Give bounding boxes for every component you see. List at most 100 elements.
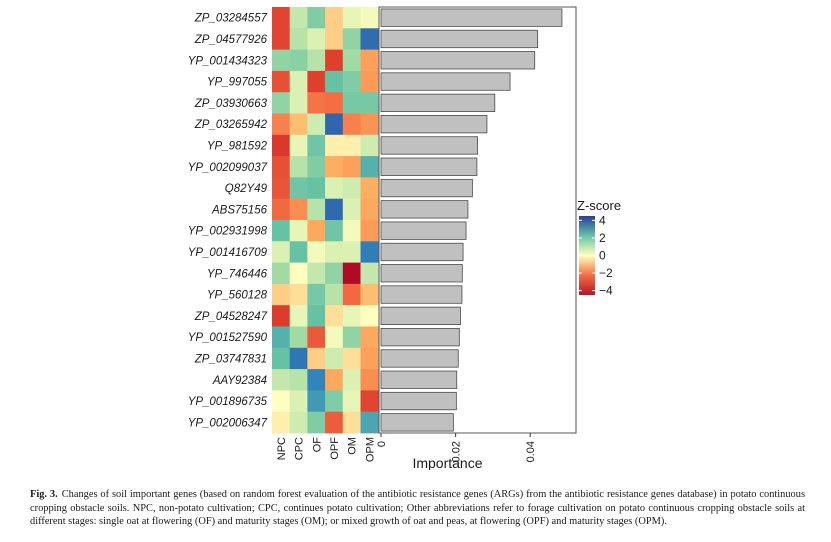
heatmap-cell (325, 411, 344, 434)
heatmap-cell (325, 241, 344, 263)
heatmap-cell (342, 92, 361, 114)
gene-label: ZP_04528247 (194, 311, 268, 323)
heatmap-cell (360, 305, 379, 327)
gene-label: YP_001434323 (188, 55, 268, 67)
heatmap-cell (360, 241, 379, 263)
heatmap-cell (360, 326, 379, 349)
heatmap-cell (342, 305, 361, 327)
heatmap-cell (342, 369, 361, 391)
gene-label: ABS75156 (211, 204, 268, 216)
heatmap-cell (272, 198, 291, 221)
heatmap-cell (360, 92, 379, 114)
heatmap-cell (360, 390, 379, 413)
heatmap-cell (342, 156, 361, 178)
heatmap-cell (325, 177, 344, 200)
importance-bar (380, 242, 464, 262)
heatmap-cell (307, 347, 326, 370)
heatmap-cell (342, 134, 361, 157)
heatmap-cell (272, 262, 291, 285)
heatmap-cell (289, 113, 308, 136)
heatmap-cell (289, 134, 308, 157)
heatmap-cell (272, 28, 291, 50)
column-label: OM (347, 437, 359, 455)
heatmap-cell (289, 7, 308, 29)
gene-label: YP_981592 (207, 140, 268, 152)
gene-label: YP_560128 (207, 290, 268, 302)
heatmap-cell (307, 198, 326, 221)
importance-axis: 0 0.02 0.04 (376, 433, 537, 462)
importance-bar (380, 51, 536, 70)
legend-tick-label: −2 (599, 266, 613, 280)
figure-number: Fig. 3. (30, 489, 58, 500)
heatmap-cell (342, 347, 361, 370)
heatmap-cell (325, 369, 344, 391)
gene-label: ZP_03284557 (194, 13, 268, 25)
heatmap-cell (342, 70, 361, 93)
heatmap-cell (360, 7, 379, 29)
importance-bar (380, 285, 463, 304)
heatmap-cell (307, 70, 326, 93)
heatmap-cell (325, 347, 344, 370)
heatmap-cell (272, 283, 291, 306)
heatmap-cell (289, 369, 308, 391)
heatmap-cell (342, 241, 361, 263)
heatmap-cell (360, 49, 379, 72)
heatmap-cell (360, 177, 379, 200)
gene-label: AAY92384 (212, 375, 267, 387)
importance-bar (380, 264, 463, 283)
figure: ZP_03284557 ZP_04577926 YP_001434323 YP_997… (188, 6, 621, 470)
heatmap-cell (272, 92, 291, 114)
heatmap-cell (325, 92, 344, 114)
heatmap-cell (307, 390, 326, 413)
heatmap-cell (272, 177, 291, 200)
heatmap-cell (272, 369, 291, 391)
importance-bars (380, 8, 563, 432)
heatmap-cell (325, 326, 344, 349)
heatmap-cell (360, 283, 379, 306)
importance-bar (380, 136, 479, 155)
heatmap-cell (342, 28, 361, 50)
legend-ticks: 4 2 0 −2 −4 (579, 213, 613, 298)
heatmap-cell (325, 220, 344, 242)
heatmap-cell (307, 262, 326, 285)
legend-tick-label: 0 (599, 249, 606, 263)
heatmap-cell (360, 411, 379, 434)
column-label: NPC (276, 437, 288, 460)
heatmap-cell (325, 198, 344, 221)
heatmap-cell (307, 156, 326, 178)
heatmap-cell (307, 220, 326, 242)
gene-labels: ZP_03284557 ZP_04577926 YP_001434323 YP_997… (188, 13, 268, 430)
heatmap-cell (307, 326, 326, 349)
heatmap-cell (342, 177, 361, 200)
heatmap-cell (307, 369, 326, 391)
heatmap-cell (289, 411, 308, 434)
gene-label: Q82Y49 (225, 183, 268, 195)
heatmap-cell (325, 113, 344, 136)
heatmap-cell (342, 262, 361, 285)
importance-bar (380, 413, 454, 432)
heatmap-cell (360, 156, 379, 178)
gene-label: YP_997055 (207, 77, 268, 89)
heatmap-cell (325, 49, 344, 72)
importance-bar (380, 200, 469, 219)
heatmap-cell (272, 220, 291, 242)
heatmap-cell (289, 390, 308, 413)
heatmap-cell (272, 70, 291, 93)
gene-label: YP_001527590 (188, 332, 268, 344)
heatmap-cell (307, 92, 326, 114)
gene-label: YP_002099037 (188, 162, 268, 174)
importance-bar (380, 93, 496, 112)
heatmap-cell (360, 113, 379, 136)
heatmap-cell (360, 28, 379, 50)
importance-bar (380, 29, 539, 49)
importance-bar (380, 72, 511, 91)
heatmap-cell (272, 326, 291, 349)
heatmap-cell (307, 411, 326, 434)
heatmap-cell (307, 305, 326, 327)
heatmap-cell (289, 49, 308, 72)
heatmap-cell (272, 134, 291, 157)
heatmap-cell (272, 113, 291, 136)
heatmap-cell (272, 49, 291, 72)
heatmap-cell (342, 326, 361, 349)
heatmap-cell (289, 70, 308, 93)
